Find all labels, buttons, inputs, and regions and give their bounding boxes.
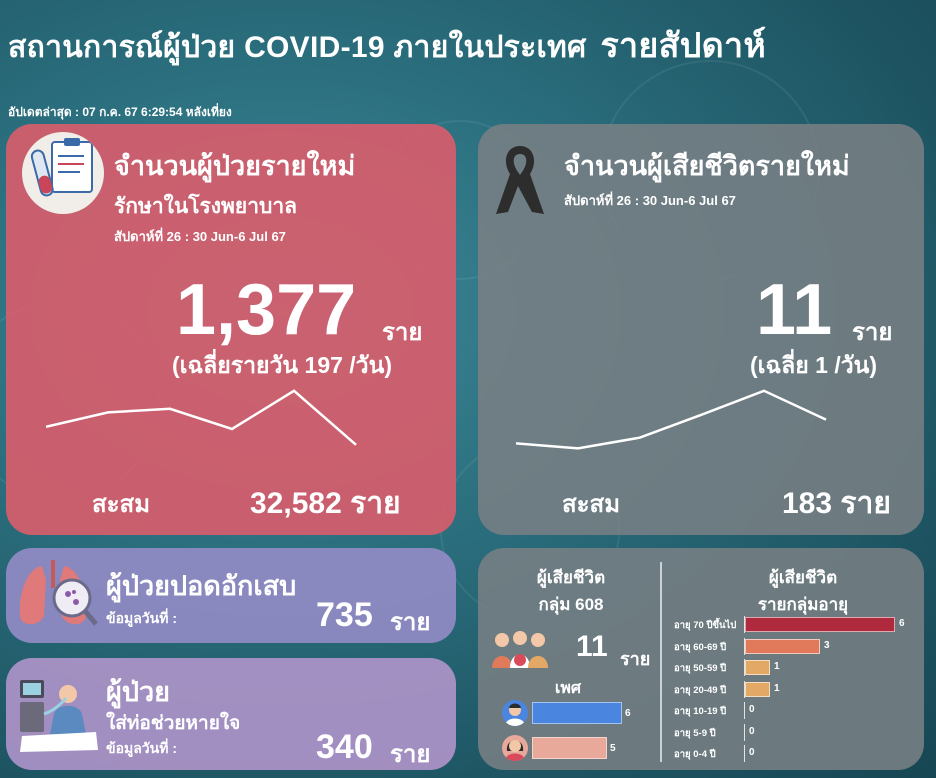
title-suffix: รายสัปดาห์ [600,27,767,65]
female-bar [532,737,607,759]
pneumonia-title: ผู้ป่วยปอดอักเสบ [106,571,297,601]
age-group-label: อายุ 70 ปีขึ้นไป [674,620,737,631]
age-axis-line [744,680,745,698]
new-cases-cumulative-value: 32,582 ราย [250,487,401,520]
age-axis-line [744,616,745,633]
age-group-row: อายุ 70 ปีขึ้นไป 6 [674,616,914,633]
age-axis-line [744,723,745,741]
new-cases-unit: ราย [382,319,423,346]
age-group-value: 6 [899,618,905,629]
ventilator-patient-icon [20,680,98,752]
ventilator-unit: ราย [390,741,431,768]
group-608-value: 11 [576,630,608,663]
age-group-value: 0 [749,725,755,737]
deaths-cumulative-value: 183 ราย [782,487,891,520]
deaths-trend-line [516,389,827,450]
deaths-card: จำนวนผู้เสียชีวิตรายใหม่ สัปดาห์ที่ 26 :… [478,124,924,535]
new-cases-trend-line [46,389,357,446]
last-updated: อัปเดตล่าสุด : 07 ก.ค. 67 6:29:54 หลังเท… [8,105,232,119]
title-main: สถานการณ์ผู้ป่วย COVID-19 ภายในประเทศ [8,31,587,64]
new-cases-cumulative-label: สะสม [92,491,151,518]
age-group-bar [745,660,770,675]
deaths-week: สัปดาห์ที่ 26 : 30 Jun-6 Jul 67 [564,193,736,208]
age-group-value: 3 [824,639,830,651]
age-group-value: 0 [749,747,755,758]
new-cases-week: สัปดาห์ที่ 26 : 30 Jun-6 Jul 67 [114,229,286,244]
age-group-bar [745,638,820,654]
male-value: 6 [625,708,631,719]
trend-polyline [46,389,357,446]
age-groups-title-line2: รายกลุ่มอายุ [757,595,849,614]
male-bar [532,702,622,724]
card-divider [660,562,662,762]
deaths-cumulative-label: สะสม [562,491,621,518]
ventilator-title: ผู้ป่วย [106,677,170,707]
age-group-label: อายุ 60-69 ปี [674,641,727,653]
ventilator-date-label: ข้อมูลวันที่ : [106,740,177,756]
age-group-row: อายุ 50-59 ปี 1 [674,659,914,676]
group-608-title: ผู้เสียชีวิต กลุ่ม 608 [506,564,636,618]
age-group-label: อายุ 50-59 ปี [674,663,727,674]
elderly-group-icon [492,631,548,668]
new-cases-average: (เฉลี่ยรายวัน 197 /วัน) [172,352,392,378]
pneumonia-card: ผู้ป่วยปอดอักเสบ ข้อมูลวันที่ : 735 ราย [6,548,456,643]
age-group-label: อายุ 10-19 ปี [674,706,727,717]
age-axis-line [744,637,745,655]
new-cases-card: จำนวนผู้ป่วยรายใหม่ รักษาในโรงพยาบาล สัป… [6,124,456,535]
ventilator-subtitle: ใส่ท่อช่วยหายใจ [106,713,241,734]
ventilator-value: 340 [316,728,373,766]
age-group-value: 0 [749,704,755,715]
deaths-title: จำนวนผู้เสียชีวิตรายใหม่ [564,151,850,181]
age-group-row: อายุ 60-69 ปี 3 [674,637,914,655]
group-608-title-line1: ผู้เสียชีวิต [536,568,606,587]
age-group-bar [745,617,895,632]
age-axis-line [744,659,745,676]
female-avatar-icon [502,735,528,761]
age-axis-line [744,745,745,762]
clipboard-test-tube-icon [22,132,104,214]
female-value: 5 [610,743,616,754]
pneumonia-unit: ราย [390,609,431,636]
age-group-label: อายุ 20-49 ปี [674,684,727,696]
group-608-title-line2: กลุ่ม 608 [538,595,604,614]
age-group-label: อายุ 5-9 ปี [674,727,716,739]
black-ribbon-icon [496,146,544,214]
age-group-bar [745,681,770,697]
age-groups-title: ผู้เสียชีวิต รายกลุ่มอายุ [728,564,878,618]
new-cases-value: 1,377 [176,270,357,350]
deaths-value: 11 [756,270,833,350]
age-groups-title-line1: ผู้เสียชีวิต [768,568,838,587]
age-axis-line [744,702,745,719]
age-group-row: อายุ 10-19 ปี 0 [674,702,914,719]
deaths-unit: ราย [852,319,893,346]
new-cases-title: จำนวนผู้ป่วยรายใหม่ [114,151,356,181]
deaths-breakdown-card: ผู้เสียชีวิต กลุ่ม 608 11 ราย เพศ 6 5 ผู… [478,548,924,770]
pneumonia-date-label: ข้อมูลวันที่ : [106,610,177,626]
age-group-row: อายุ 0-4 ปี 0 [674,745,914,762]
age-group-value: 1 [774,682,780,694]
age-group-row: อายุ 5-9 ปี 0 [674,723,914,741]
deaths-average: (เฉลี่ย 1 /วัน) [750,352,878,378]
pneumonia-value: 735 [316,596,373,634]
gender-title: เพศ [554,680,582,697]
lungs-icon [19,560,98,626]
page-title: สถานการณ์ผู้ป่วย COVID-19 ภายในประเทศ ราย… [8,18,766,72]
age-group-value: 1 [774,661,780,672]
trend-polyline [516,389,827,450]
age-group-label: อายุ 0-4 ปี [674,749,716,760]
new-cases-subtitle: รักษาในโรงพยาบาล [114,195,297,218]
ventilator-card: ผู้ป่วย ใส่ท่อช่วยหายใจ ข้อมูลวันที่ : 3… [6,658,456,770]
age-group-row: อายุ 20-49 ปี 1 [674,680,914,698]
group-608-unit: ราย [620,649,651,669]
male-avatar-icon [502,700,528,726]
